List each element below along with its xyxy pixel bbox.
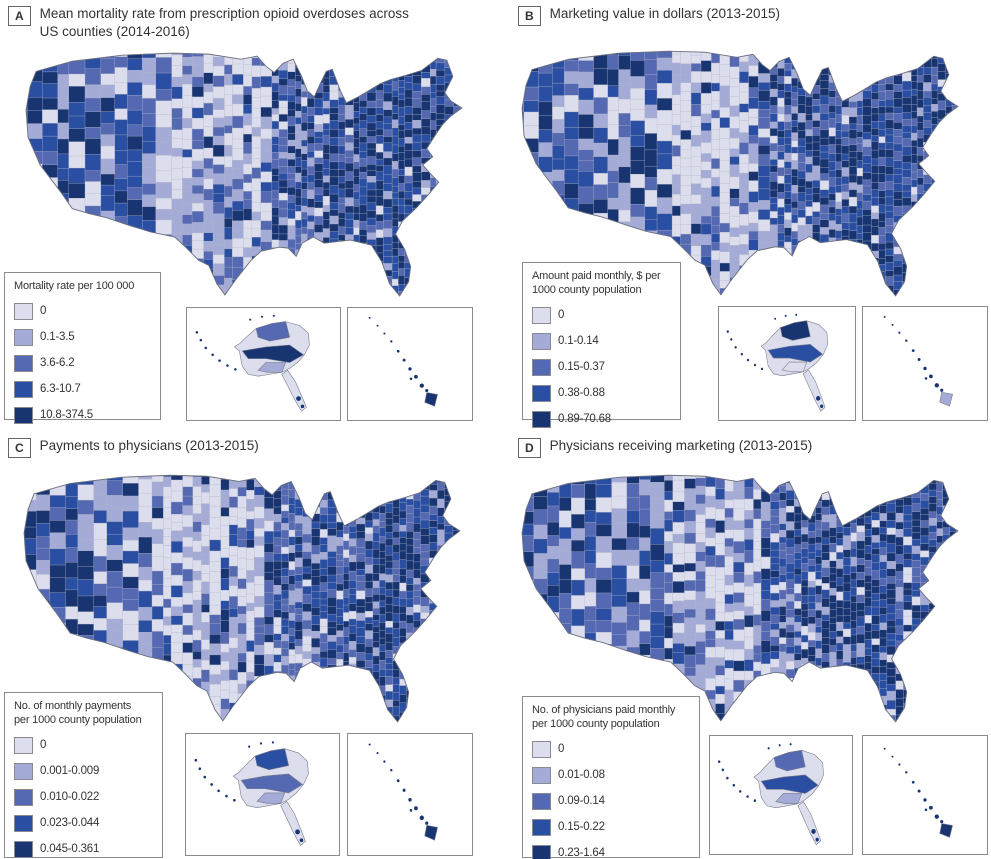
panel-c-letter-badge: C	[8, 438, 31, 458]
panel-a-alaska-inset	[186, 307, 341, 421]
legend-class-label: 0.15-0.22	[558, 821, 605, 833]
legend-item: 0	[532, 306, 671, 324]
panel-c-hawaii-inset	[347, 733, 473, 856]
legend-swatch	[532, 844, 551, 859]
panel-c-us-county-map	[10, 468, 492, 726]
legend-swatch	[14, 406, 33, 424]
legend-item: 0.010-0.022	[14, 788, 153, 806]
legend-item: 0.1-3.5	[14, 328, 151, 346]
legend-class-label: 0.89-70.68	[558, 413, 611, 425]
legend-item: 0.09-0.14	[532, 792, 690, 810]
legend-item: 0.23-1.64	[532, 844, 690, 859]
panel-b-title: B Marketing value in dollars (2013-2015)	[518, 5, 983, 26]
panel-c-title-text: Payments to physicians (2013-2015)	[39, 438, 259, 453]
legend-class-label: 0	[40, 305, 47, 318]
legend-swatch	[14, 840, 33, 858]
panel-a-legend-title: Mortality rate per 100 000	[14, 280, 135, 292]
legend-item: 0	[14, 736, 153, 754]
panel-b-hawaii-inset	[862, 306, 988, 421]
legend-item: 0.045-0.361	[14, 840, 153, 858]
legend-swatch	[532, 740, 551, 758]
panel-a-legend: Mortality rate per 100 000 0 0.1-3.5 3.6-6…	[4, 272, 161, 424]
legend-swatch	[14, 328, 33, 346]
legend-swatch	[14, 762, 33, 780]
panel-b-title-text: Marketing value in dollars (2013-2015)	[549, 6, 781, 21]
legend-swatch	[14, 736, 33, 754]
panel-c-legend: No. of monthly payments per 1000 county …	[4, 692, 163, 858]
panel-c-legend-title: No. of monthly payments per 1000 county …	[14, 700, 142, 726]
legend-item: 0.38-0.88	[532, 384, 671, 402]
legend-item: 3.6-6.2	[14, 354, 151, 372]
legend-item: 0.15-0.22	[532, 818, 690, 836]
panel-c-alaska-inset	[185, 733, 340, 856]
panel-a-letter-badge: A	[8, 6, 31, 26]
legend-item: 0.15-0.37	[532, 358, 671, 376]
panel-d-letter-badge: D	[518, 438, 541, 458]
panel-b-us-county-map	[508, 44, 990, 300]
panel-a-title-text: Mean mortality rate from prescription op…	[39, 6, 409, 39]
legend-item: 0	[532, 740, 690, 758]
legend-class-label: 0	[558, 743, 565, 755]
legend-class-label: 10.8-374.5	[40, 409, 93, 422]
legend-class-label: 0.010-0.022	[40, 791, 100, 803]
panel-c-title: C Payments to physicians (2013-2015)	[8, 437, 478, 458]
panel-b-legend-title: Amount paid monthly, $ per 1000 county p…	[532, 270, 661, 296]
legend-swatch	[532, 332, 551, 350]
legend-class-label: 0.1-0.14	[558, 335, 599, 347]
legend-item: 10.8-374.5	[14, 406, 151, 424]
legend-class-label: 6.3-10.7	[40, 383, 81, 396]
legend-class-label: 0	[558, 309, 565, 321]
legend-class-label: 3.6-6.2	[40, 357, 75, 370]
legend-swatch	[532, 306, 551, 324]
legend-swatch	[14, 788, 33, 806]
panel-a-hawaii-inset	[347, 307, 473, 421]
legend-swatch	[532, 792, 551, 810]
panel-d-title-text: Physicians receiving marketing (2013-201…	[549, 438, 813, 453]
panel-b-legend-items: 0 0.1-0.14 0.15-0.37 0.38-0.88 0.89-70.68	[532, 306, 671, 428]
legend-swatch	[532, 410, 551, 428]
panel-d-us-county-map	[508, 468, 990, 726]
legend-item: 0.023-0.044	[14, 814, 153, 832]
legend-swatch	[532, 766, 551, 784]
legend-swatch	[532, 358, 551, 376]
legend-class-label: 0.023-0.044	[40, 817, 100, 829]
panel-d-legend: No. of physicians paid monthly per 1000 …	[522, 696, 700, 859]
legend-swatch	[532, 384, 551, 402]
panel-b-legend: Amount paid monthly, $ per 1000 county p…	[522, 262, 681, 428]
panel-b-letter-badge: B	[518, 6, 541, 26]
legend-class-label: 0	[40, 739, 47, 751]
legend-item: 0.001-0.009	[14, 762, 153, 780]
legend-item: 0.89-70.68	[532, 410, 671, 428]
panel-d-legend-title: No. of physicians paid monthly per 1000 …	[532, 704, 676, 730]
panel-a-title: A Mean mortality rate from prescription …	[8, 5, 478, 40]
legend-item: 0.01-0.08	[532, 766, 690, 784]
legend-class-label: 0.15-0.37	[558, 361, 605, 373]
legend-swatch	[14, 814, 33, 832]
panel-a-legend-items: 0 0.1-3.5 3.6-6.2 6.3-10.7 10.8-374.5	[14, 302, 151, 424]
legend-swatch	[14, 380, 33, 398]
legend-item: 6.3-10.7	[14, 380, 151, 398]
legend-swatch	[14, 354, 33, 372]
legend-class-label: 0.01-0.08	[558, 769, 605, 781]
legend-item: 0	[14, 302, 151, 320]
panel-b-alaska-inset	[718, 306, 856, 421]
panel-d-hawaii-inset	[862, 735, 988, 855]
legend-class-label: 0.1-3.5	[40, 331, 75, 344]
legend-class-label: 0.045-0.361	[40, 843, 100, 855]
legend-swatch	[532, 818, 551, 836]
panel-d-title: D Physicians receiving marketing (2013-2…	[518, 437, 983, 458]
legend-class-label: 0.001-0.009	[40, 765, 100, 777]
legend-swatch	[14, 302, 33, 320]
panel-d-legend-items: 0 0.01-0.08 0.09-0.14 0.15-0.22 0.23-1.64	[532, 740, 690, 859]
panel-a-us-county-map	[12, 46, 494, 300]
legend-class-label: 0.09-0.14	[558, 795, 605, 807]
panel-c-legend-items: 0 0.001-0.009 0.010-0.022 0.023-0.044 0.045-…	[14, 736, 153, 858]
legend-class-label: 0.23-1.64	[558, 847, 605, 859]
panel-d-alaska-inset	[709, 735, 853, 855]
legend-class-label: 0.38-0.88	[558, 387, 605, 399]
legend-item: 0.1-0.14	[532, 332, 671, 350]
